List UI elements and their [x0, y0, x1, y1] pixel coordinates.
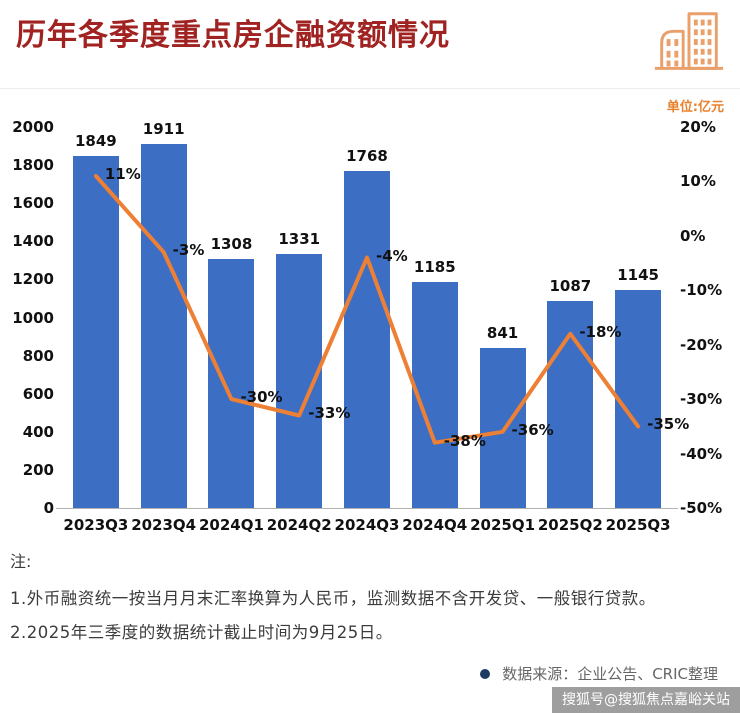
- axis-tick-left: 1200: [12, 270, 54, 289]
- x-axis-label: 2024Q2: [266, 516, 332, 534]
- x-axis-label: 2024Q4: [402, 516, 468, 534]
- axis-tick-left: 600: [22, 384, 54, 403]
- bar: [411, 282, 458, 508]
- bar-value-label: 1145: [617, 265, 659, 284]
- axis-tick-left: 1000: [12, 308, 54, 327]
- x-axis-label: 2024Q1: [198, 516, 264, 534]
- bar-value-label: 1331: [278, 230, 321, 249]
- axis-tick-left: 1400: [12, 232, 54, 251]
- unit-label: 单位:亿元: [666, 100, 724, 115]
- line-value-label: -35%: [647, 415, 690, 434]
- bar: [344, 171, 390, 508]
- axis-tick-right: -40%: [680, 444, 723, 463]
- note-line-1: 1.外币融资统一按当月月末汇率换算为人民币，监测数据不含开发贷、一般银行贷款。: [10, 589, 656, 608]
- axis-tick-left: 800: [22, 346, 54, 365]
- bar: [208, 258, 255, 508]
- axis-tick-left: 2000: [12, 118, 54, 136]
- axis-tick-left: 200: [22, 460, 54, 479]
- line-value-label: 11%: [104, 164, 141, 183]
- axis-tick-right: -20%: [680, 335, 723, 354]
- bar-value-label: 1768: [346, 147, 388, 166]
- line-value-label: -33%: [308, 404, 351, 423]
- axis-tick-right: -10%: [680, 281, 723, 300]
- axis-tick-right: 10%: [680, 172, 716, 191]
- bar: [72, 155, 119, 508]
- header-divider: [0, 88, 740, 89]
- x-axis-label: 2025Q2: [537, 516, 603, 534]
- page-title: 历年各季度重点房企融资额情况: [16, 18, 450, 53]
- source-bullet-icon: [480, 668, 491, 679]
- bar-value-label: 841: [486, 323, 519, 342]
- x-axis-label: 2023Q3: [63, 516, 129, 534]
- x-axis-label: 2025Q1: [470, 516, 536, 534]
- axis-tick-right: -50%: [680, 499, 723, 517]
- axis-tick-right: 20%: [680, 118, 716, 136]
- line-value-label: -18%: [579, 322, 622, 341]
- bar: [615, 289, 662, 508]
- x-axis-label: 2023Q4: [131, 516, 197, 534]
- buildings-icon: [654, 12, 724, 70]
- axis-tick-right: 0%: [680, 226, 706, 245]
- data-source-row: 数据来源：企业公告、CRIC整理: [480, 663, 718, 684]
- bar-value-label: 1911: [142, 119, 185, 138]
- bar: [276, 254, 323, 508]
- line-value-label: -38%: [443, 431, 486, 450]
- line-value-label: -4%: [376, 246, 408, 265]
- axis-tick-left: 400: [22, 422, 54, 441]
- notes-section: 注: 1.外币融资统一按当月月末汇率换算为人民币，监测数据不含开发贷、一般银行贷…: [10, 548, 732, 657]
- line-value-label: -36%: [511, 420, 554, 439]
- x-axis-label: 2024Q3: [334, 516, 400, 534]
- x-axis-line: [56, 508, 678, 509]
- line-value-label: -3%: [172, 241, 205, 260]
- axis-tick-right: -30%: [680, 390, 723, 409]
- bar: [140, 143, 187, 508]
- axis-tick-left: 0: [43, 499, 54, 517]
- data-source-text: 数据来源：企业公告、CRIC整理: [502, 665, 718, 683]
- bar-value-label: 1849: [75, 131, 117, 150]
- line-value-label: -30%: [240, 388, 283, 407]
- notes-label: 注:: [10, 552, 32, 571]
- note-line-2: 2.2025年三季度的数据统计截止时间为9月25日。: [10, 623, 393, 643]
- axis-tick-left: 1600: [12, 194, 54, 213]
- x-axis-label: 2025Q3: [605, 516, 671, 534]
- axis-tick-left: 1800: [12, 156, 54, 175]
- sohu-watermark: 搜狐号@搜狐焦点嘉峪关站: [552, 687, 740, 713]
